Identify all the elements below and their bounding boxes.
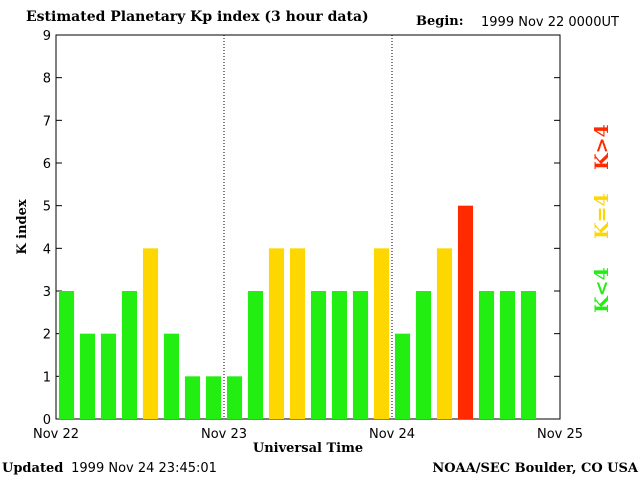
x-tick-label: Nov 23 [201, 427, 247, 442]
updated-label: Updated [2, 461, 64, 476]
kp-bar [268, 248, 285, 419]
legend-k-above-4: K>4 [591, 124, 613, 170]
kp-bar [121, 291, 138, 419]
kp-bar [373, 248, 390, 419]
kp-bar [226, 376, 243, 419]
y-tick-label: 4 [43, 242, 51, 257]
plot-frame [55, 34, 561, 420]
y-tick-label: 6 [43, 157, 51, 172]
x-tick-label: Nov 24 [369, 427, 415, 442]
source-credit: NOAA/SEC Boulder, CO USA [432, 461, 638, 476]
y-tick-label: 3 [43, 285, 51, 300]
kp-bar [142, 248, 159, 419]
kp-bar [163, 333, 180, 419]
y-tick-label: 7 [43, 114, 51, 129]
kp-bar [310, 291, 327, 419]
kp-bar [205, 376, 222, 419]
y-tick-label: 5 [43, 200, 51, 215]
legend-k-below-4: K<4 [591, 267, 613, 313]
x-axis-label: Universal Time [253, 441, 363, 456]
updated-stamp: Updated 1999 Nov 24 23:45:01 [2, 461, 217, 476]
kp-bar [79, 333, 96, 419]
y-axis-label: K index [15, 199, 30, 255]
y-tick-label: 9 [43, 29, 51, 44]
kp-bar [352, 291, 369, 419]
kp-bar [331, 291, 348, 419]
y-tick-label: 2 [43, 328, 51, 343]
legend-k-equal-4: K=4 [591, 193, 613, 239]
begin-value: 1999 Nov 22 0000UT [481, 15, 619, 30]
x-tick-label: Nov 22 [33, 427, 79, 442]
y-tick-label: 1 [43, 370, 51, 385]
kp-bar [520, 291, 537, 419]
kp-bar [289, 248, 306, 419]
kp-bar [184, 376, 201, 419]
kp-bar [499, 291, 516, 419]
y-tick-label: 8 [43, 72, 51, 87]
x-tick-label: Nov 25 [537, 427, 583, 442]
kp-bar [436, 248, 453, 419]
kp-bar [478, 291, 495, 419]
kp-bar [100, 333, 117, 419]
kp-bar [58, 291, 75, 419]
kp-bar [394, 333, 411, 419]
chart-title: Estimated Planetary Kp index (3 hour dat… [26, 9, 369, 25]
kp-bar [415, 291, 432, 419]
kp-bar [247, 291, 264, 419]
updated-value: 1999 Nov 24 23:45:01 [71, 461, 217, 476]
y-tick-label: 0 [43, 413, 51, 428]
kp-bar [457, 205, 474, 419]
begin-label: Begin: [416, 14, 464, 29]
